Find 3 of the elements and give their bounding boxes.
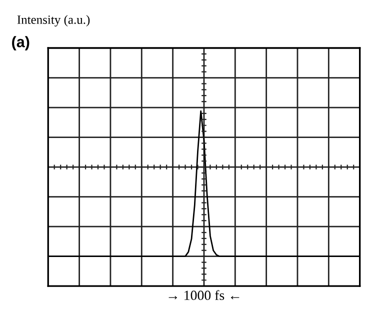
chart-title: (a): [12, 36, 30, 50]
x-axis-title: → 1000 fs ←: [168, 290, 240, 300]
text: Intensity (a.u.): [17, 15, 90, 26]
